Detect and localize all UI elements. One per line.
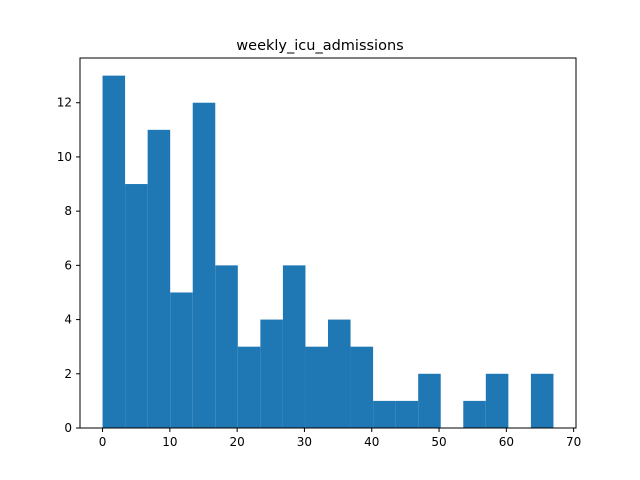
histogram-bar-10	[328, 319, 351, 428]
bars-group	[102, 75, 554, 429]
y-tick-label-6: 6	[64, 258, 72, 272]
histogram-bar-2	[147, 129, 171, 429]
y-axis: 0 2 4 6 8 10 12	[57, 96, 80, 435]
y-tick-label-10: 10	[57, 150, 72, 164]
histogram-bar-7	[260, 319, 283, 428]
y-tick-label-4: 4	[64, 313, 72, 327]
y-tick-label-12: 12	[57, 96, 72, 110]
y-tick-label-0: 0	[64, 421, 72, 435]
histogram-bar-8	[282, 265, 306, 428]
y-tick-label-2: 2	[64, 367, 72, 381]
histogram-bar-5	[215, 265, 238, 428]
x-tick-label-30: 30	[297, 435, 312, 449]
histogram-bar-13	[395, 400, 419, 428]
histogram-bar-17	[485, 373, 509, 428]
x-tick-label-0: 0	[99, 435, 107, 449]
histogram-bar-6	[237, 346, 261, 428]
histogram-bar-14	[418, 373, 441, 428]
histogram-bar-4	[192, 102, 216, 428]
x-tick-label-10: 10	[162, 435, 177, 449]
x-tick-label-60: 60	[499, 435, 514, 449]
histogram-bar-0	[102, 75, 126, 428]
x-tick-label-20: 20	[230, 435, 245, 449]
histogram-bar-3	[170, 292, 193, 428]
chart-title: weekly_icu_admissions	[236, 38, 403, 54]
plot-frame	[79, 57, 577, 429]
x-axis: 0 10 20 30 40 50 60 70	[99, 428, 581, 449]
histogram-bar-9	[305, 346, 328, 428]
histogram-bar-1	[125, 184, 148, 428]
histogram-bar-19	[530, 373, 554, 428]
x-tick-label-70: 70	[566, 435, 581, 449]
x-tick-label-50: 50	[431, 435, 446, 449]
x-tick-label-40: 40	[364, 435, 379, 449]
histogram-bar-16	[463, 400, 486, 428]
y-tick-label-8: 8	[64, 204, 72, 218]
histogram-bar-11	[350, 346, 374, 428]
histogram-bar-12	[373, 400, 396, 428]
